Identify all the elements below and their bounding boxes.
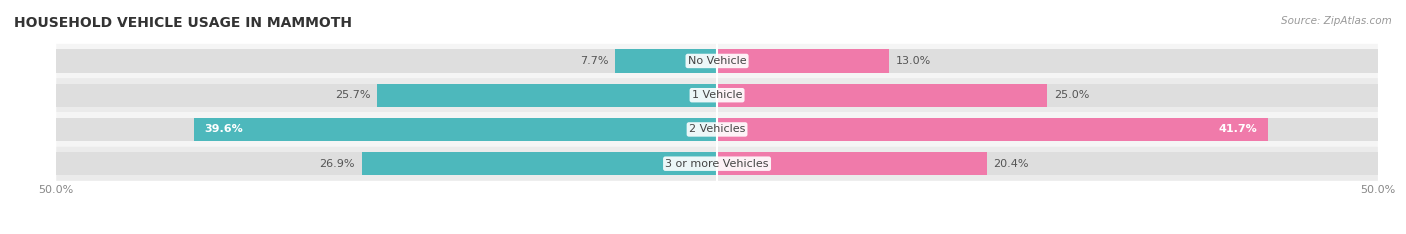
Text: HOUSEHOLD VEHICLE USAGE IN MAMMOTH: HOUSEHOLD VEHICLE USAGE IN MAMMOTH xyxy=(14,16,352,30)
Bar xyxy=(717,84,1047,107)
Bar xyxy=(56,152,717,175)
FancyBboxPatch shape xyxy=(56,44,1378,78)
Bar xyxy=(717,84,1378,107)
Text: 13.0%: 13.0% xyxy=(896,56,931,66)
FancyBboxPatch shape xyxy=(56,78,1378,112)
Text: 39.6%: 39.6% xyxy=(204,124,243,135)
Text: 41.7%: 41.7% xyxy=(1219,124,1257,135)
Bar xyxy=(56,49,717,73)
Bar xyxy=(56,118,717,141)
Text: 25.7%: 25.7% xyxy=(335,90,371,100)
Bar xyxy=(194,118,717,141)
Text: 3 or more Vehicles: 3 or more Vehicles xyxy=(665,159,769,169)
Bar xyxy=(717,152,987,175)
Text: 1 Vehicle: 1 Vehicle xyxy=(692,90,742,100)
Text: 20.4%: 20.4% xyxy=(993,159,1029,169)
Text: 26.9%: 26.9% xyxy=(319,159,354,169)
FancyBboxPatch shape xyxy=(56,112,1378,146)
FancyBboxPatch shape xyxy=(56,146,1378,181)
Bar xyxy=(361,152,717,175)
Text: 25.0%: 25.0% xyxy=(1054,90,1090,100)
Bar xyxy=(717,152,1378,175)
Bar xyxy=(717,118,1268,141)
Bar xyxy=(56,84,717,107)
Bar xyxy=(717,118,1378,141)
Bar xyxy=(616,49,717,73)
Text: No Vehicle: No Vehicle xyxy=(688,56,747,66)
Text: Source: ZipAtlas.com: Source: ZipAtlas.com xyxy=(1281,16,1392,26)
Bar xyxy=(717,49,889,73)
Text: 2 Vehicles: 2 Vehicles xyxy=(689,124,745,135)
Bar xyxy=(377,84,717,107)
Bar xyxy=(717,49,1378,73)
Text: 7.7%: 7.7% xyxy=(581,56,609,66)
